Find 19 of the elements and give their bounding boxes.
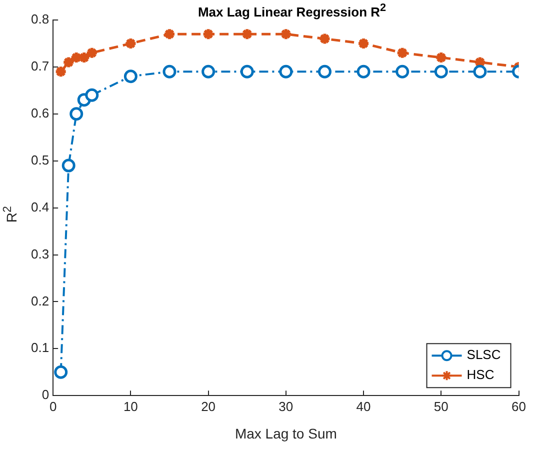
x-tick-label: 60 bbox=[512, 398, 526, 414]
y-tick-label: 0.1 bbox=[30, 340, 50, 356]
y-tick-label: 0.2 bbox=[30, 293, 50, 308]
y-tick-label: 0 bbox=[42, 387, 50, 402]
y-tick-label: 0.4 bbox=[30, 199, 50, 214]
x-tick-label: 30 bbox=[278, 398, 294, 414]
y-tick-label: 0.3 bbox=[30, 246, 50, 262]
y-tick-label: 0.8 bbox=[30, 12, 50, 27]
x-axis-title: Max Lag to Sum bbox=[234, 425, 337, 442]
x-tick-label: 20 bbox=[201, 398, 216, 414]
x-tick-label: 10 bbox=[123, 398, 138, 414]
x-tick-label: 50 bbox=[434, 398, 448, 414]
y-tick-label: 0.7 bbox=[30, 58, 50, 74]
x-tick-label: 40 bbox=[356, 398, 371, 414]
legend-label: SLSC bbox=[466, 347, 501, 362]
y-tick-label: 0.6 bbox=[30, 105, 50, 120]
legend-label: HSC bbox=[466, 367, 494, 382]
y-tick-label: 0.5 bbox=[30, 152, 50, 168]
chart-title: Max Lag Linear Regression R$^{2}$ bbox=[196, 2, 388, 20]
